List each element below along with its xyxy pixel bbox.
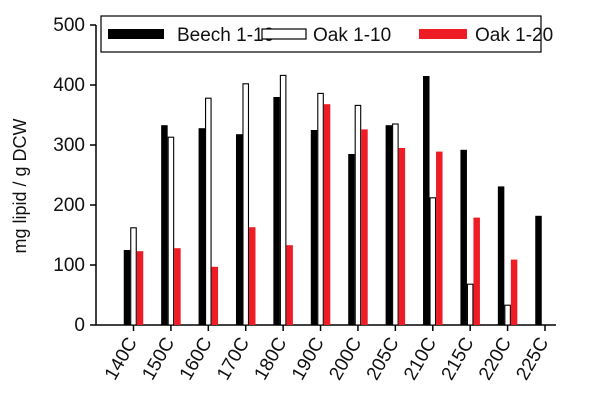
bar-beech-1-10-200c bbox=[348, 154, 355, 325]
bar-oak-1-10-220c bbox=[504, 304, 511, 326]
x-tick-label: 170C bbox=[213, 334, 254, 384]
bar-oak-1-20-160c bbox=[211, 266, 219, 325]
bar-oak-1-10-170c bbox=[242, 83, 250, 326]
y-tick-label: 500 bbox=[53, 15, 85, 36]
x-tick-label: 200C bbox=[325, 334, 366, 384]
legend-box bbox=[100, 15, 542, 53]
bar-oak-1-20-200c bbox=[361, 129, 368, 325]
bar-beech-1-10-140c bbox=[123, 250, 131, 325]
bar-oak-1-10-215c bbox=[466, 283, 474, 326]
bar-beech-1-10-160c bbox=[198, 128, 206, 325]
x-tick-label: 180C bbox=[251, 334, 292, 384]
bar-oak-1-20-190c bbox=[323, 104, 331, 325]
x-tick-label: 210C bbox=[400, 334, 441, 384]
bar-beech-1-10-190c bbox=[310, 130, 318, 325]
bar-beech-1-10-150c bbox=[161, 125, 168, 325]
legend-label-beech-1-10: Beech 1-10 bbox=[177, 25, 274, 46]
bar-oak-1-20-150c bbox=[174, 248, 181, 325]
y-tick-label: 400 bbox=[53, 75, 85, 96]
bar-oak-1-20-215c bbox=[473, 217, 480, 325]
x-tick-label: 205C bbox=[363, 334, 404, 384]
y-tick-label: 100 bbox=[53, 255, 85, 276]
x-tick-label: 225C bbox=[512, 334, 553, 384]
bar-oak-1-20-205c bbox=[398, 148, 406, 325]
bar-oak-1-10-190c bbox=[317, 92, 324, 326]
bar-oak-1-10-150c bbox=[167, 136, 175, 326]
legend-label-oak-1-20: Oak 1-20 bbox=[475, 25, 553, 46]
y-tick-label: 200 bbox=[53, 195, 85, 216]
legend-swatch-oak-1-20 bbox=[419, 29, 467, 39]
x-tick-label: 160C bbox=[176, 334, 217, 384]
x-tick-label: 190C bbox=[288, 334, 329, 384]
bar-oak-1-20-170c bbox=[248, 227, 256, 325]
bar-oak-1-20-210c bbox=[436, 151, 443, 325]
x-tick-label: 220C bbox=[475, 334, 516, 384]
bar-beech-1-10-225c bbox=[535, 215, 542, 325]
y-tick-label: 0 bbox=[74, 315, 85, 336]
bar-beech-1-10-220c bbox=[497, 186, 505, 325]
bar-oak-1-20-140c bbox=[136, 251, 144, 325]
y-tick-label: 300 bbox=[53, 135, 85, 156]
plot-area: 0 100 200 300 400 500 140C150C160C170C180C190C… bbox=[53, 15, 556, 384]
bar-beech-1-10-170c bbox=[235, 134, 243, 325]
bar-beech-1-10-210c bbox=[423, 76, 430, 325]
bar-oak-1-10-140c bbox=[130, 227, 137, 326]
bar-oak-1-10-210c bbox=[429, 197, 437, 326]
legend-label-oak-1-10: Oak 1-10 bbox=[313, 25, 391, 46]
legend: Beech 1-10 Oak 1-10 Oak 1-20 bbox=[100, 15, 553, 53]
bar-oak-1-10-160c bbox=[205, 97, 212, 326]
bar-oak-1-20-220c bbox=[510, 259, 518, 325]
bar-oak-1-10-200c bbox=[354, 104, 362, 326]
y-axis-title: mg lipid / g DCW bbox=[10, 118, 30, 253]
bar-beech-1-10-180c bbox=[273, 97, 280, 325]
x-tick-label: 215C bbox=[438, 334, 479, 384]
x-tick-label: 140C bbox=[101, 334, 142, 384]
legend-swatch-beech-1-10 bbox=[108, 29, 164, 39]
bar-oak-1-20-180c bbox=[286, 245, 293, 325]
bar-oak-1-10-205c bbox=[392, 123, 399, 326]
bar-beech-1-10-205c bbox=[385, 125, 393, 325]
legend-swatch-oak-1-10 bbox=[261, 28, 307, 40]
x-tick-label: 150C bbox=[138, 334, 179, 384]
bar-oak-1-10-180c bbox=[279, 74, 287, 326]
bar-beech-1-10-215c bbox=[460, 149, 467, 325]
